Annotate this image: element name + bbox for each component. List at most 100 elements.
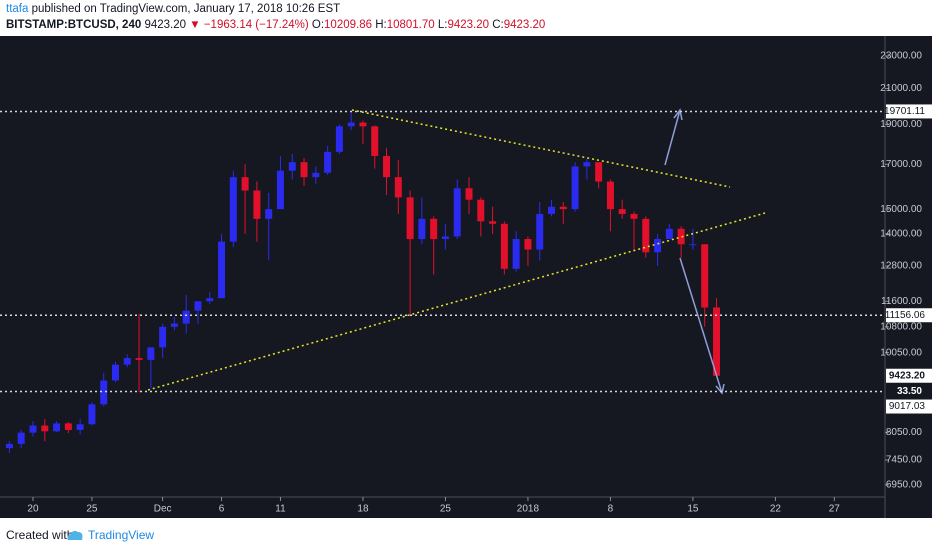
x-tick-label: Dec <box>154 504 172 515</box>
marks <box>5 112 720 453</box>
candle-body <box>194 301 202 311</box>
arrow-down-head <box>715 383 725 395</box>
candle-body <box>383 155 391 178</box>
published: published on TradingView.com, January 17… <box>28 3 341 15</box>
y-tick-label: 14000.00 <box>880 229 922 240</box>
candle-body <box>64 423 72 430</box>
candle-body <box>524 239 532 250</box>
candle-body <box>182 310 190 324</box>
chart: 23000.00 21000.00 19000.00 17000.00 15000.00… <box>0 36 932 518</box>
change: −1963.14 (−17.24%) <box>203 19 309 31</box>
candle-body <box>100 380 108 405</box>
x-tick-label: 20 <box>27 504 39 515</box>
candle-body <box>17 432 25 444</box>
arrow-up-head <box>673 108 683 121</box>
candle-body <box>123 358 131 365</box>
candle-body <box>229 177 237 242</box>
level-tag <box>886 399 932 414</box>
candle-body <box>618 209 626 214</box>
candle-body <box>430 218 438 240</box>
level-label: 11156.06 <box>885 310 926 321</box>
candle-body <box>500 223 508 269</box>
publish-line: ttafa published on TradingView.com, Janu… <box>6 3 340 15</box>
y-tick-label: 6950.00 <box>886 479 923 490</box>
header: ttafa published on TradingView.com, Janu… <box>0 0 932 36</box>
candle-body <box>41 425 49 432</box>
candle-body <box>689 244 697 246</box>
trendline-upper <box>351 109 731 188</box>
last: 9423.20 <box>144 19 187 31</box>
candle-body <box>135 358 143 360</box>
candle-body <box>312 172 320 178</box>
y-tick-label: 21000.00 <box>880 83 922 94</box>
candle-body <box>595 162 603 182</box>
background <box>0 36 932 518</box>
level-label: 9017.03 <box>889 401 926 412</box>
candle-body <box>418 218 426 240</box>
y-tick-label: 12800.00 <box>880 261 922 272</box>
candle-body <box>630 213 638 219</box>
candle-body <box>29 425 37 433</box>
candle-body <box>406 197 414 240</box>
candle-body <box>147 347 155 360</box>
candle-body <box>276 170 284 210</box>
candle-body <box>53 423 61 432</box>
candle-body <box>677 228 685 245</box>
x-tick-label: 8 <box>608 504 614 515</box>
x-tick-label: 18 <box>357 504 369 515</box>
candle-body <box>288 162 296 171</box>
candle-body <box>5 443 13 449</box>
candle-body <box>571 166 579 210</box>
last-price-label: 9423.20 <box>889 370 926 381</box>
author[interactable]: ttafa <box>6 3 29 15</box>
arrow: ▼ <box>189 19 201 31</box>
candle-body <box>159 326 167 348</box>
candle-body <box>489 221 497 224</box>
candle-body <box>665 228 673 240</box>
candle-body <box>441 236 449 240</box>
candle-body <box>206 298 214 302</box>
l: 9423.20 <box>447 19 490 31</box>
x-tick-label: 27 <box>829 504 841 515</box>
y-tick-label: 19000.00 <box>880 119 922 130</box>
candle-body <box>218 241 226 299</box>
y-tick-label: 8050.00 <box>886 427 923 438</box>
candle-body <box>324 151 332 173</box>
y-tick-label: 10050.00 <box>880 347 922 358</box>
o: 10209.86 <box>324 19 372 31</box>
candle-body <box>536 213 544 250</box>
x-tick-label: 22 <box>770 504 782 515</box>
y-tick-label: 7450.00 <box>886 455 923 466</box>
candle-body <box>394 177 402 198</box>
y-tick-label: 15000.00 <box>880 204 922 215</box>
candle-body <box>170 323 178 327</box>
candle-body <box>477 199 485 222</box>
l-label: L: <box>437 19 448 31</box>
brand[interactable]: TradingView <box>88 528 155 542</box>
level-label: 19701.11 <box>884 106 925 117</box>
arrow-down <box>679 257 723 394</box>
logo <box>67 530 83 540</box>
candle-body <box>359 122 367 127</box>
x-tick-label: 6 <box>219 504 225 515</box>
candle-body <box>642 218 650 253</box>
y-tick-label: 11600.00 <box>881 296 922 307</box>
level-tag <box>886 308 932 323</box>
x-tick-label: 15 <box>687 504 699 515</box>
candle-body <box>371 126 379 156</box>
candle-body <box>241 177 249 191</box>
candle-body <box>88 404 96 425</box>
arrow-up <box>664 109 681 166</box>
x-tick-label: 25 <box>86 504 98 515</box>
candle-body <box>465 188 473 200</box>
level-tag <box>886 104 932 119</box>
h-label: H: <box>375 19 387 31</box>
candle-body <box>606 181 614 210</box>
logo-cloud <box>67 530 83 540</box>
candle-body <box>583 162 591 167</box>
trendline-lower <box>147 212 766 391</box>
o-label: O: <box>311 19 325 31</box>
y-tick-label: 10800.00 <box>880 322 922 333</box>
x-tick-label: 2018 <box>517 504 540 515</box>
